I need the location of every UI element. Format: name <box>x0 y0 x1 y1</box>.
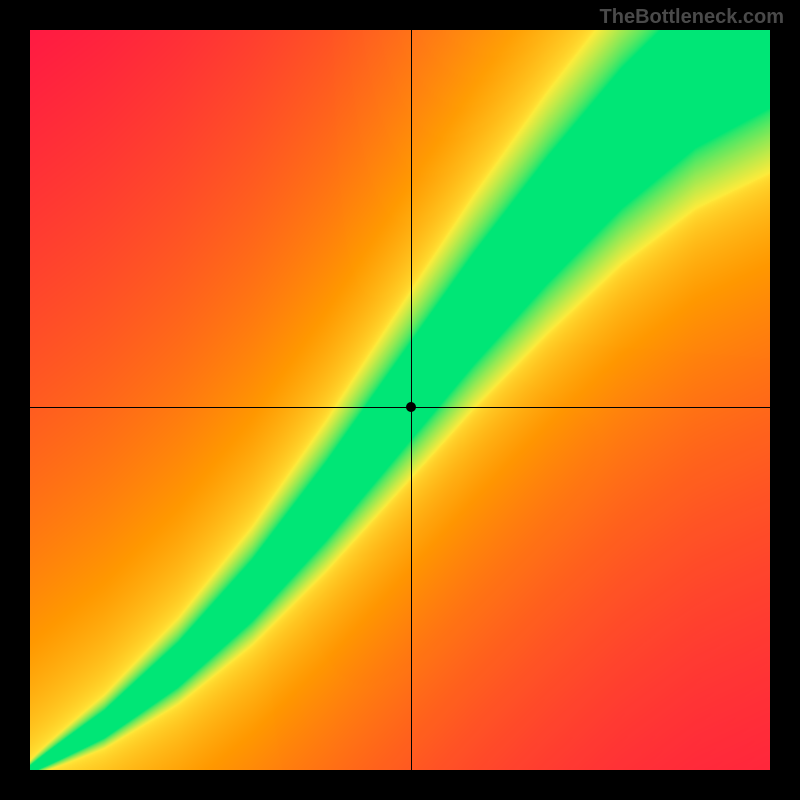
bottleneck-heatmap-chart <box>30 30 770 770</box>
crosshair-vertical-line <box>411 30 412 770</box>
watermark-text: TheBottleneck.com <box>600 6 784 29</box>
crosshair-marker-dot <box>406 402 416 412</box>
heatmap-canvas <box>30 30 770 770</box>
crosshair-horizontal-line <box>30 407 770 408</box>
